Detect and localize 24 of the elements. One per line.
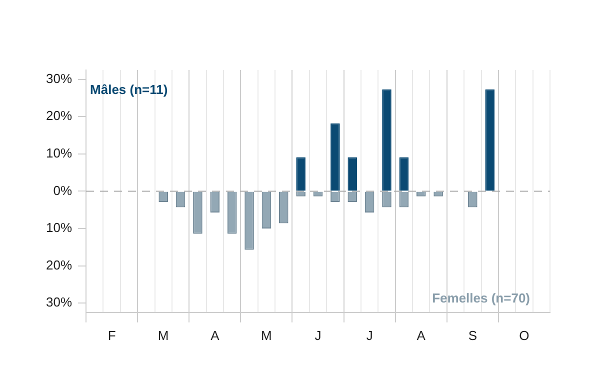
x-tick-label: J [314,328,322,343]
bar [485,89,494,191]
x-tick-label: M [261,328,272,343]
y-tick-label: 20% [46,257,72,272]
bar [296,157,306,191]
y-tick-label: 20% [46,108,72,124]
x-tick-label: A [210,328,220,343]
y-tick-label: 10% [46,145,72,160]
y-tick-label: 0% [53,182,72,198]
y-tick-label: 30% [46,70,72,86]
bar [348,157,358,191]
text: Femelles (n=70) [432,290,530,306]
x-tick-label: F [108,328,116,343]
x-tick-label: S [468,328,478,343]
bar [399,157,409,191]
x-tick-label: J [366,328,373,343]
x-tick-label: M [158,328,169,343]
text: Mâles (n=11) [90,82,168,97]
y-tick-label: 10% [46,220,72,236]
bar [382,89,392,191]
x-tick-label: A [416,328,426,343]
x-tick-label: O [519,328,530,343]
y-tick-label: 30% [46,294,72,310]
bar [330,123,340,191]
